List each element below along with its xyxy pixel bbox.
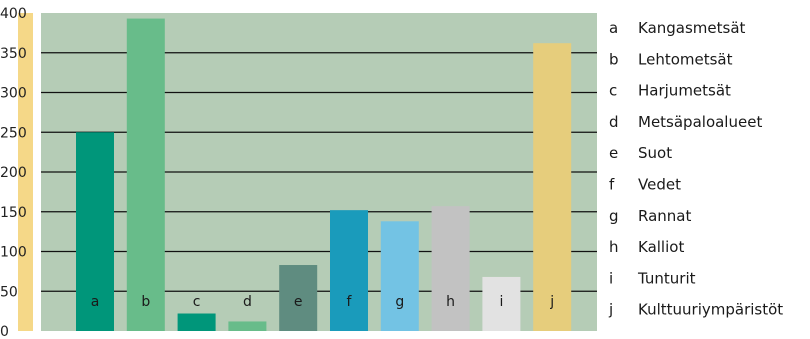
bar-f bbox=[330, 210, 368, 331]
legend-item-d: d Metsäpaloalueet bbox=[609, 113, 762, 131]
legend-label: Kalliot bbox=[638, 238, 684, 256]
y-tick-label: 50 bbox=[0, 284, 18, 300]
legend-key: h bbox=[609, 238, 619, 256]
legend-label: Vedet bbox=[638, 176, 681, 194]
bar-j bbox=[533, 43, 572, 332]
legend-item-j: j Kulttuuriympäristöt bbox=[608, 301, 783, 319]
y-axis-ticks: 0 50 100 150 200 250 300 350 400 bbox=[0, 6, 27, 339]
bar-c bbox=[177, 313, 216, 331]
legend-key: f bbox=[609, 176, 615, 194]
legend-item-c: c Harjumetsät bbox=[609, 82, 731, 100]
y-tick-label: 150 bbox=[0, 205, 27, 221]
bar-g bbox=[380, 221, 419, 331]
bar-b bbox=[126, 18, 165, 331]
y-tick-label: 400 bbox=[0, 6, 27, 22]
legend-key: c bbox=[609, 82, 617, 100]
bar-h bbox=[431, 206, 470, 331]
legend-key: b bbox=[609, 50, 619, 68]
bar-a bbox=[76, 132, 114, 331]
legend-key: d bbox=[609, 113, 619, 131]
legend-key: i bbox=[609, 269, 613, 287]
bars bbox=[76, 18, 572, 332]
y-axis-band bbox=[18, 13, 33, 331]
legend-label: Kulttuuriympäristöt bbox=[638, 301, 783, 319]
bar-label-c: c bbox=[193, 294, 201, 310]
bar-label-i: i bbox=[499, 294, 503, 310]
legend-key: a bbox=[609, 19, 618, 37]
legend-item-i: i Tunturit bbox=[609, 269, 696, 287]
bar-label-h: h bbox=[446, 294, 455, 310]
y-tick-label: 100 bbox=[0, 245, 27, 261]
legend-key: g bbox=[609, 207, 619, 225]
legend-label: Harjumetsät bbox=[638, 82, 731, 100]
legend-item-f: f Vedet bbox=[609, 176, 681, 194]
legend-label: Tunturit bbox=[637, 269, 696, 287]
legend-item-g: g Rannat bbox=[609, 207, 691, 225]
legend-label: Suot bbox=[638, 144, 672, 162]
y-tick-label: 250 bbox=[0, 125, 27, 141]
legend-item-b: b Lehtometsät bbox=[609, 50, 733, 68]
bar-label-e: e bbox=[294, 294, 303, 310]
bar-label-b: b bbox=[141, 294, 150, 310]
bar-labels: a b c d e f g h i j bbox=[91, 294, 554, 310]
legend-item-e: e Suot bbox=[609, 144, 672, 162]
bar-i bbox=[482, 276, 521, 331]
y-tick-label: 300 bbox=[0, 86, 27, 102]
legend-label: Lehtometsät bbox=[638, 50, 733, 68]
bar-label-a: a bbox=[91, 294, 100, 310]
legend-key: j bbox=[608, 301, 613, 319]
y-tick-label: 350 bbox=[0, 46, 27, 62]
legend: a Kangasmetsät b Lehtometsät c Harjumetsät d Me… bbox=[608, 19, 783, 319]
bar-label-g: g bbox=[395, 294, 404, 310]
bar-d bbox=[228, 321, 267, 331]
bar-label-j: j bbox=[549, 294, 554, 310]
bar-label-d: d bbox=[243, 294, 252, 310]
legend-key: e bbox=[609, 144, 618, 162]
bar-e bbox=[279, 265, 318, 331]
legend-label: Kangasmetsät bbox=[638, 19, 746, 37]
legend-label: Metsäpaloalueet bbox=[638, 113, 762, 131]
y-tick-label: 200 bbox=[0, 165, 27, 181]
legend-item-a: a Kangasmetsät bbox=[609, 19, 746, 37]
bar-label-f: f bbox=[347, 294, 353, 310]
y-tick-label: 0 bbox=[0, 324, 9, 339]
legend-item-h: h Kalliot bbox=[609, 238, 684, 256]
legend-label: Rannat bbox=[638, 207, 691, 225]
